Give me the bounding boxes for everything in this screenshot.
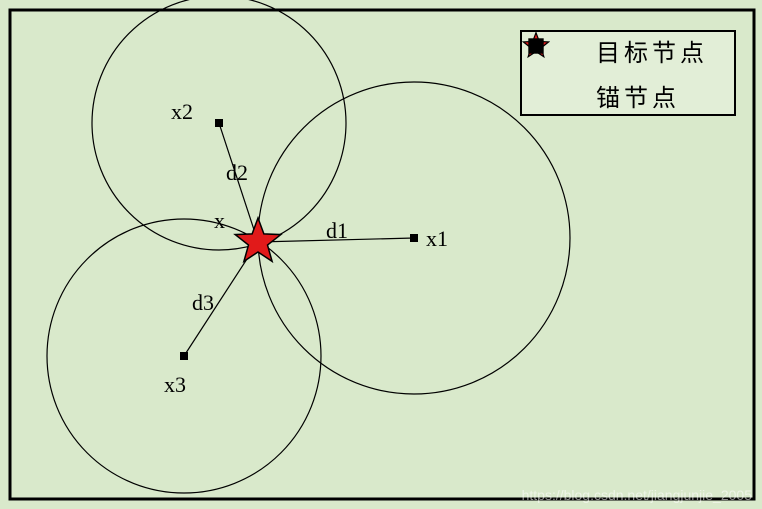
legend-label-1: 锚节点 (596, 78, 680, 113)
target-star-icon (235, 218, 281, 261)
anchor-label-x2: x2 (171, 99, 193, 125)
legend-box: 目标节点锚节点 (520, 30, 736, 116)
edge-label-x1: d1 (326, 218, 348, 244)
diagram-canvas: 目标节点锚节点 https://blog.csdn.net/jiangjunji… (0, 0, 762, 509)
legend-item-1: 锚节点 (536, 78, 720, 113)
legend-label-0: 目标节点 (596, 33, 708, 68)
anchor-label-x1: x1 (426, 226, 448, 252)
legend-square-icon (522, 32, 550, 60)
legend-item-0: 目标节点 (536, 33, 720, 68)
anchor-marker-x2 (215, 119, 223, 127)
watermark-text: https://blog.csdn.net/jiangjunjie_2005 (522, 487, 752, 503)
edge-label-x3: d3 (192, 290, 214, 316)
target-label: x (214, 208, 225, 234)
anchor-label-x3: x3 (164, 372, 186, 398)
anchor-marker-x3 (180, 352, 188, 360)
anchor-marker-x1 (410, 234, 418, 242)
edge-label-x2: d2 (226, 160, 248, 186)
